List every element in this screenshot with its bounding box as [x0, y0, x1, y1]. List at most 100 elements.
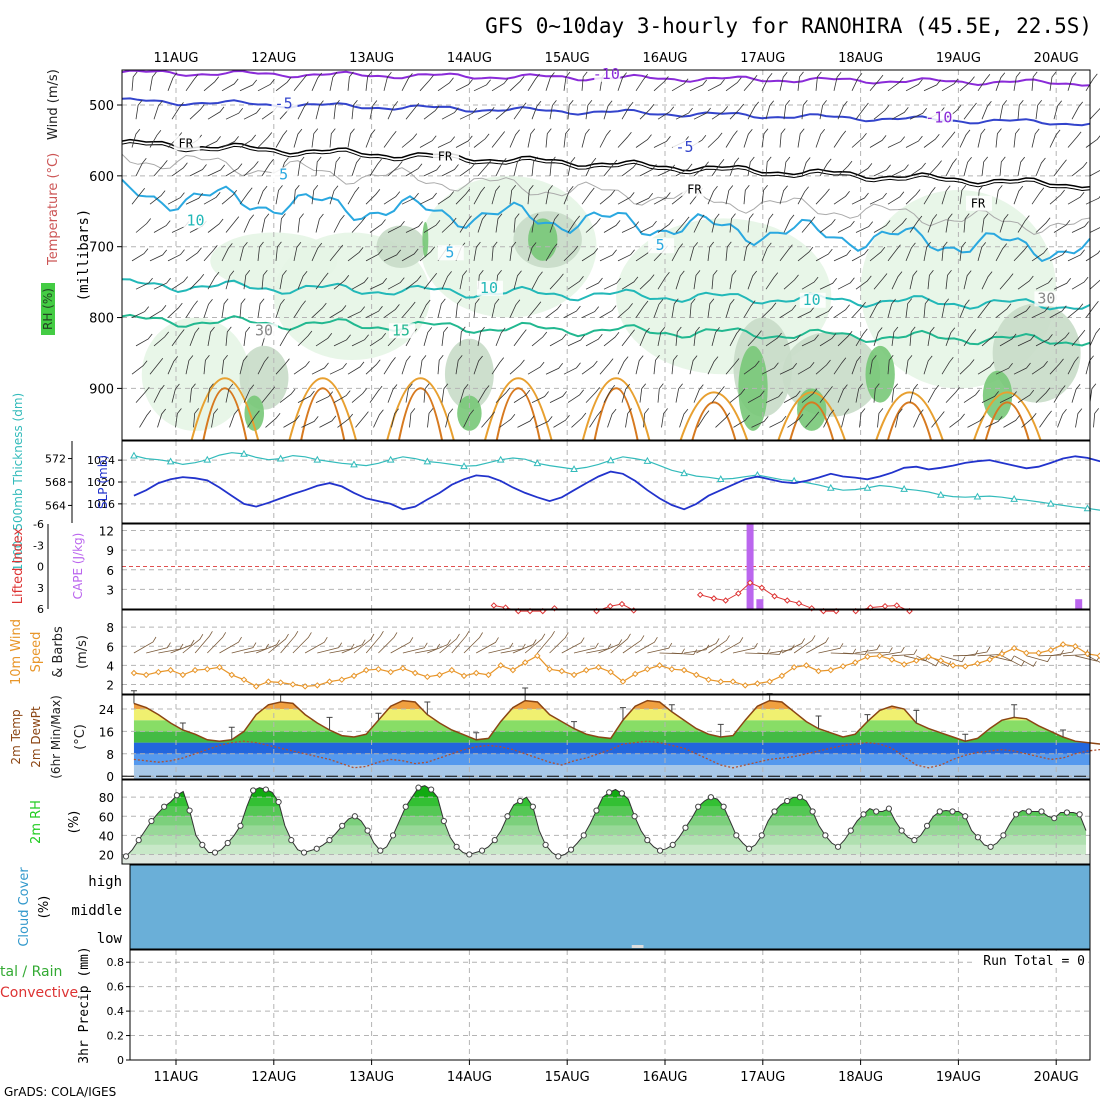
upper-wind-barb [995, 185, 1003, 205]
upper-wind-barb [815, 248, 833, 262]
upper-wind-barb [225, 216, 240, 233]
wind-speed-marker [350, 672, 358, 680]
rh-panel-frame [121, 779, 1091, 865]
upper-wind-barb [275, 185, 283, 205]
upper-wind-barb [851, 132, 867, 148]
upper-wind-barb [743, 300, 756, 318]
upper-wind-barb [1013, 362, 1031, 375]
upper-wind-barb [1013, 305, 1031, 318]
upper-wind-barb [761, 185, 768, 205]
upper-wind-barb [819, 218, 836, 233]
wind-10m-barb [280, 630, 299, 654]
upper-wind-barb [1021, 413, 1037, 428]
upper-wind-barb [617, 72, 627, 91]
lifted-index-tick-label: -6 [33, 518, 44, 531]
upper-wind-barb [193, 408, 200, 428]
upper-wind-barb [833, 191, 850, 205]
wind-speed-marker [705, 676, 712, 683]
wind-10m-barb [402, 642, 428, 654]
upper-wind-barb [923, 241, 932, 261]
wind-10m-barb [133, 636, 157, 654]
upper-wind-barb [855, 221, 874, 233]
upper-wind-barb [621, 276, 639, 290]
upper-wind-barb [445, 408, 454, 428]
upper-wind-barb [977, 242, 987, 262]
upper-wind-barb [247, 410, 260, 428]
upper-wind-barb [149, 305, 167, 318]
upper-wind-barb [653, 355, 660, 375]
rh-marker [745, 845, 753, 852]
upper-wind-barb [315, 333, 333, 347]
wind-speed-marker [656, 662, 663, 669]
upper-wind-barb [621, 221, 640, 233]
upper-wind-barb [315, 213, 324, 233]
upper-wind-barb [1003, 415, 1021, 428]
upper-wind-barb [635, 73, 649, 92]
thickness-marker [203, 455, 212, 463]
upper-wind-barb [513, 329, 527, 347]
upper-wind-barb [171, 329, 185, 347]
wind-10m-barb [488, 642, 514, 654]
upper-wind-barb [941, 185, 951, 205]
upper-wind-barb [351, 334, 369, 347]
upper-wind-barb [999, 213, 1009, 233]
upper-wind-barb [239, 134, 257, 148]
bottom-day-label: 15AUG [545, 1070, 590, 1085]
thickness-marker [643, 456, 652, 464]
upper-wind-barb [225, 107, 244, 120]
cloud-cover-fill [130, 865, 1090, 949]
upper-wind-barb [347, 247, 364, 262]
upper-wind-barb [761, 242, 772, 262]
upper-wind-barb [869, 135, 887, 148]
upper-wind-barb [1071, 101, 1084, 120]
upper-wind-barb [441, 383, 449, 403]
upper-wind-barb [315, 391, 334, 403]
upper-wind-barb [427, 408, 434, 428]
contour-label-bg [432, 148, 459, 164]
upper-wind-barb [207, 164, 226, 177]
wind-speed-marker [326, 678, 333, 685]
upper-wind-barb [1049, 249, 1067, 262]
upper-wind-barb [581, 71, 588, 91]
wind-10m-barb [1087, 655, 1100, 663]
upper-wind-barb [747, 330, 762, 347]
surface-isotherm [691, 401, 737, 441]
upper-wind-barb [671, 243, 684, 262]
contour-label-bg [1034, 291, 1061, 307]
rh-shading [992, 303, 1081, 403]
upper-wind-barb [625, 408, 633, 428]
upper-wind-barb [1035, 217, 1051, 233]
upper-wind-barb [513, 102, 527, 120]
contour-label-bg [965, 195, 992, 211]
upper-wind-barb [617, 356, 629, 375]
wind-speed-marker [277, 679, 284, 686]
upper-wind-barb [337, 413, 354, 428]
cloud-unit: (%) [37, 896, 52, 919]
rh-tick-label: 20 [99, 848, 114, 862]
upper-wind-barb [567, 99, 574, 120]
lifted-index-tick-label: 0 [37, 561, 44, 574]
upper-wind-barb [801, 216, 816, 233]
upper-wind-barb [239, 355, 248, 375]
upper-wind-barb [653, 299, 664, 318]
lifted-index-marker [881, 602, 889, 610]
upper-wind-barb [941, 298, 950, 318]
upper-wind-barb [419, 299, 431, 318]
slp-tick-label: 1024 [87, 454, 115, 467]
upper-wind-barb [221, 355, 228, 375]
pressure-tick-label: 500 [89, 99, 114, 114]
upper-wind-barb [545, 243, 558, 262]
upper-wind-barb [207, 383, 214, 403]
upper-wind-barb [855, 328, 868, 347]
wind-speed-marker [216, 664, 223, 671]
upper-wind-barb [959, 185, 967, 205]
upper-wind-barb [725, 77, 742, 92]
upper-wind-barb [495, 158, 507, 177]
upper-wind-barb [711, 106, 729, 120]
upper-wind-barb [203, 299, 213, 318]
thickness-tick-label: 572 [45, 453, 66, 466]
lifted-index-marker [710, 595, 718, 602]
upper-wind-barb [963, 270, 972, 290]
upper-wind-barb [135, 333, 153, 347]
thickness-marker [606, 456, 615, 464]
